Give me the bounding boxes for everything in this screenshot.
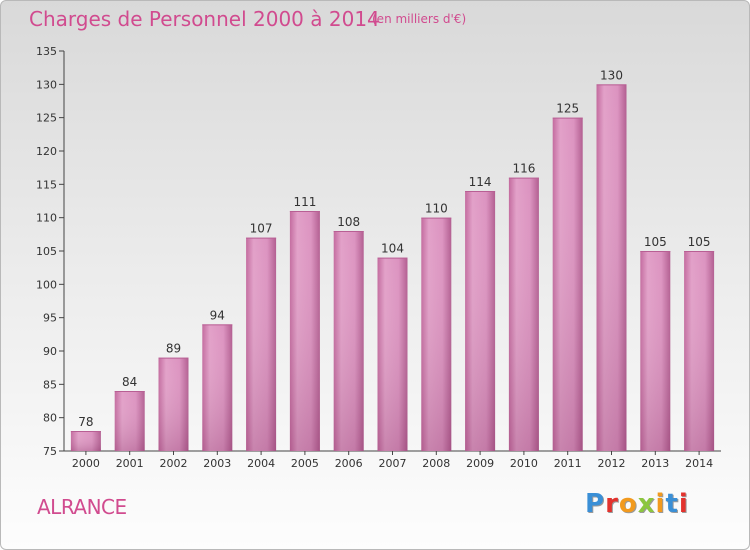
bar-shade bbox=[246, 237, 277, 451]
logo-letter: i bbox=[655, 489, 666, 519]
chart-title: Charges de Personnel 2000 à 2014 bbox=[29, 7, 380, 31]
proxiti-logo[interactable]: Proxiti bbox=[585, 489, 689, 519]
y-tick-label: 80 bbox=[43, 412, 57, 425]
data-label: 125 bbox=[556, 102, 579, 116]
data-label: 107 bbox=[250, 222, 273, 236]
bar-2014 bbox=[684, 251, 715, 451]
data-label: 130 bbox=[600, 68, 623, 82]
data-label: 94 bbox=[210, 308, 225, 322]
y-tick-label: 120 bbox=[36, 145, 57, 158]
data-label: 111 bbox=[293, 195, 316, 209]
bar-shade bbox=[202, 324, 233, 451]
bar-2003 bbox=[202, 324, 233, 451]
x-tick-label: 2003 bbox=[203, 457, 231, 470]
bar-shade bbox=[70, 431, 101, 451]
y-tick-label: 115 bbox=[36, 178, 57, 191]
x-axis: 2000 2001 2002 2003 2004 2005 2006 2007 2008 2009… bbox=[64, 450, 721, 470]
data-label: 105 bbox=[688, 235, 711, 249]
bar-2007 bbox=[377, 257, 408, 451]
logo-letter: i bbox=[678, 489, 689, 519]
y-tick-label: 110 bbox=[36, 212, 57, 225]
bar-shade bbox=[465, 191, 496, 451]
bar-shade bbox=[684, 251, 715, 451]
bar-2010 bbox=[508, 177, 539, 451]
y-tick-label: 95 bbox=[43, 312, 57, 325]
bar-2012 bbox=[596, 84, 627, 451]
data-label: 116 bbox=[512, 162, 535, 176]
data-label: 110 bbox=[425, 202, 448, 216]
y-tick-label: 135 bbox=[36, 45, 57, 58]
y-tick-label: 90 bbox=[43, 345, 57, 358]
x-tick-label: 2007 bbox=[379, 457, 407, 470]
bar-2011 bbox=[552, 117, 583, 452]
bar-2008 bbox=[421, 217, 452, 451]
bar-shade bbox=[596, 84, 627, 451]
x-tick-label: 2002 bbox=[160, 457, 188, 470]
chart-subtitle: (en milliers d'€) bbox=[372, 12, 467, 26]
data-label: 114 bbox=[469, 175, 492, 189]
x-tick-label: 2008 bbox=[422, 457, 450, 470]
logo-letter: x bbox=[637, 489, 656, 519]
bar-2004 bbox=[246, 237, 277, 451]
x-tick-label: 2014 bbox=[685, 457, 713, 470]
y-tick-label: 75 bbox=[43, 445, 57, 458]
bar-2005 bbox=[289, 211, 320, 451]
logo-letter: o bbox=[618, 489, 638, 519]
logo-letter: t bbox=[665, 489, 679, 519]
x-tick-label: 2013 bbox=[641, 457, 669, 470]
bar-shade bbox=[640, 251, 671, 451]
bar-shade bbox=[552, 117, 583, 452]
x-tick-label: 2009 bbox=[466, 457, 494, 470]
bar-shade bbox=[333, 231, 364, 451]
x-tick-label: 2005 bbox=[291, 457, 319, 470]
x-tick-label: 2012 bbox=[598, 457, 626, 470]
y-tick-label: 125 bbox=[36, 112, 57, 125]
bar-shade bbox=[289, 211, 320, 451]
y-tick-label: 85 bbox=[43, 378, 57, 391]
data-labels: 78 84 89 94 107 111 108 104 110 114 116 125 130 105 10… bbox=[78, 68, 710, 429]
y-tick-label: 130 bbox=[36, 78, 57, 91]
bar-shade bbox=[158, 357, 189, 451]
y-axis: 75 80 85 90 95 100 105 110 115 120 125 130 135 bbox=[36, 45, 65, 458]
bar-2013 bbox=[640, 251, 671, 451]
bar-2001 bbox=[114, 391, 145, 451]
x-tick-label: 2010 bbox=[510, 457, 538, 470]
data-label: 78 bbox=[78, 415, 93, 429]
bar-2009 bbox=[465, 191, 496, 451]
bar-2002 bbox=[158, 357, 189, 451]
bar-2006 bbox=[333, 231, 364, 451]
bar-shade bbox=[377, 257, 408, 451]
data-label: 108 bbox=[337, 215, 360, 229]
bar-2000 bbox=[70, 431, 101, 451]
data-label: 105 bbox=[644, 235, 667, 249]
x-tick-label: 2004 bbox=[247, 457, 275, 470]
logo-letter: P bbox=[585, 489, 606, 519]
commune-name: ALRANCE bbox=[37, 495, 127, 519]
bars bbox=[70, 84, 715, 452]
data-label: 104 bbox=[381, 242, 404, 256]
bar-shade bbox=[421, 217, 452, 451]
x-tick-label: 2000 bbox=[72, 457, 100, 470]
x-tick-label: 2011 bbox=[554, 457, 582, 470]
data-label: 84 bbox=[122, 375, 137, 389]
data-label: 89 bbox=[166, 342, 181, 356]
x-tick-label: 2001 bbox=[116, 457, 144, 470]
bar-shade bbox=[114, 391, 145, 451]
y-tick-label: 100 bbox=[36, 278, 57, 291]
bar-shade bbox=[508, 177, 539, 451]
y-tick-label: 105 bbox=[36, 245, 57, 258]
x-tick-label: 2006 bbox=[335, 457, 363, 470]
logo-letter: r bbox=[605, 489, 619, 519]
